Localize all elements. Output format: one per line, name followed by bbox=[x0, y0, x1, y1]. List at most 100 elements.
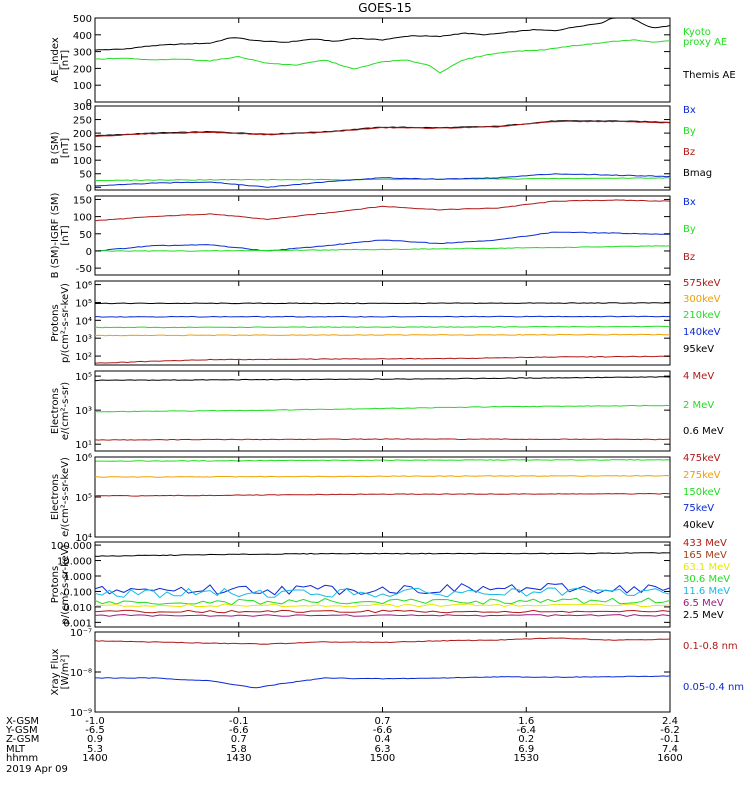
legend-entry: 0.1-0.8 nm bbox=[683, 641, 738, 652]
legend-entry: 475keV bbox=[683, 453, 721, 464]
y-tick-label: 10⁻⁸ bbox=[70, 668, 92, 679]
series-line-red bbox=[95, 355, 670, 364]
panel-frame bbox=[94, 280, 671, 366]
y-axis-label: p/(cm²-s-sr-keV) bbox=[60, 283, 71, 363]
y-tick-label: 10³ bbox=[75, 406, 92, 417]
x-axis-value: -6.6 bbox=[229, 725, 249, 736]
y-tick-label: 10² bbox=[75, 352, 92, 363]
y-axis-label: [nT] bbox=[60, 138, 71, 158]
panel-series bbox=[95, 199, 670, 252]
panel-series bbox=[95, 120, 670, 188]
series-line-black bbox=[95, 552, 670, 557]
legend-entry: 275keV bbox=[683, 470, 721, 481]
x-axis-value: 1400 bbox=[82, 753, 107, 764]
y-tick-label: 100 bbox=[73, 81, 92, 92]
legend-entry: 2.5 MeV bbox=[683, 610, 724, 621]
y-axis-label: Protons bbox=[50, 566, 61, 603]
series-line-red bbox=[95, 199, 670, 222]
y-tick-label: 10⁵ bbox=[75, 493, 92, 504]
legend-entry: 6.5 MeV bbox=[683, 598, 724, 609]
series-line-purple bbox=[95, 614, 670, 617]
x-axis-value: -0.1 bbox=[660, 734, 680, 745]
y-tick-label: 500 bbox=[73, 14, 92, 25]
y-axis-label: Electrons bbox=[50, 474, 61, 520]
y-axis-label: [nT] bbox=[60, 225, 71, 245]
x-axis-row-label: MLT bbox=[6, 744, 26, 755]
series-line-blue bbox=[95, 173, 670, 188]
series-line-black bbox=[95, 18, 670, 51]
y-axis-label: e/(cm²-s-sr) bbox=[60, 382, 71, 440]
y-tick-label: 50 bbox=[79, 230, 92, 241]
panel-electrons_mev: 10¹ 10³ 10⁵ Electrons e/(cm²-s-sr) 4 MeV 2 MeV… bbox=[50, 370, 724, 452]
y-tick-label: 10¹ bbox=[75, 440, 92, 451]
y-tick-label: 10⁵ bbox=[75, 372, 92, 383]
panel-protons_low: 10² 10³ 10⁴ 10⁵ 10⁶ Protons p/(cm²-s-sr-keV) 57… bbox=[50, 278, 721, 366]
legend-entry: 4 MeV bbox=[683, 371, 714, 382]
panel-frame bbox=[94, 456, 671, 538]
legend-entry: 63.1 MeV bbox=[683, 562, 730, 573]
panel-xray: 10⁻⁹ 10⁻⁸ 10⁻⁷ Xray Flux [W/m²] 0.1-0.8 nm 0.0… bbox=[50, 628, 744, 719]
legend-entry: Bz bbox=[683, 252, 695, 263]
y-tick-label: 0.010 bbox=[63, 603, 92, 614]
y-tick-label: 0.100 bbox=[63, 587, 92, 598]
legend-entry: 0.6 MeV bbox=[683, 426, 724, 437]
y-tick-label: 100 bbox=[73, 156, 92, 167]
panel-series bbox=[95, 18, 670, 74]
panel-frame bbox=[94, 631, 671, 713]
x-axis-row-label: hhmm bbox=[6, 753, 38, 764]
legend-entry: By bbox=[683, 126, 696, 137]
series-line-blue bbox=[95, 231, 670, 252]
series-line-blue bbox=[95, 675, 670, 689]
panel-series bbox=[95, 637, 670, 689]
x-axis-value: 5.8 bbox=[231, 744, 247, 755]
y-axis-label: e/(cm²-s-sr-keV) bbox=[60, 457, 71, 537]
legend-entry: 300keV bbox=[683, 294, 721, 305]
x-axis-value: -6.4 bbox=[516, 725, 536, 736]
y-tick-label: 10⁶ bbox=[75, 453, 92, 464]
x-axis-value: 0.7 bbox=[231, 734, 247, 745]
y-tick-label: 200 bbox=[73, 64, 92, 75]
legend-entry: 0.05-0.4 nm bbox=[683, 682, 744, 693]
x-axis-value: 1530 bbox=[514, 753, 539, 764]
x-axis-value: 1.6 bbox=[518, 716, 534, 727]
series-line-black bbox=[95, 376, 670, 382]
x-axis-value: 0.7 bbox=[375, 716, 391, 727]
x-axis-value: 5.3 bbox=[87, 744, 103, 755]
x-axis-value: 1600 bbox=[657, 753, 682, 764]
x-axis-value: 6.9 bbox=[518, 744, 534, 755]
legend-entry: Kyoto bbox=[683, 27, 711, 38]
y-tick-label: 300 bbox=[73, 102, 92, 113]
legend-entry: 150keV bbox=[683, 487, 721, 498]
y-axis-label: AE_index bbox=[50, 37, 61, 83]
x-axis-value: 0.2 bbox=[518, 734, 534, 745]
y-tick-label: 10⁻⁷ bbox=[70, 628, 92, 639]
legend-entry: 575keV bbox=[683, 278, 721, 289]
y-tick-label: 10⁴ bbox=[75, 316, 92, 327]
y-tick-label: 400 bbox=[73, 31, 92, 42]
x-axis-value: 2.4 bbox=[662, 716, 678, 727]
y-tick-label: 10⁵ bbox=[75, 298, 92, 309]
series-line-green bbox=[95, 245, 670, 252]
y-axis-label: p/(cm²-s-sr-keV) bbox=[60, 544, 71, 624]
x-axis-row-label: X-GSM bbox=[6, 716, 39, 727]
legend-entry: 2 MeV bbox=[683, 400, 714, 411]
legend-entry: Bx bbox=[683, 105, 696, 116]
y-tick-label: 0.001 bbox=[63, 618, 92, 629]
panel-series bbox=[95, 376, 670, 441]
legend-entry: 30.6 MeV bbox=[683, 574, 730, 585]
panel-frame bbox=[94, 17, 671, 103]
legend-entry: Bz bbox=[683, 147, 695, 158]
x-axis-value: 1430 bbox=[226, 753, 251, 764]
y-tick-label: 0 bbox=[86, 183, 92, 194]
legend-entry: Bx bbox=[683, 197, 696, 208]
x-axis-value: -6.6 bbox=[373, 725, 393, 736]
y-tick-label: 10⁶ bbox=[75, 281, 92, 292]
series-line-red bbox=[95, 492, 670, 497]
y-axis-label: Xray Flux bbox=[50, 648, 61, 695]
panel-bsm_igrf: -50 0 50 100 150 B (SM)-IGRF (SM) [nT] Bx By Bz bbox=[50, 193, 696, 279]
x-axis-row-label: Z-GSM bbox=[6, 734, 39, 745]
y-tick-label: 50 bbox=[79, 170, 92, 181]
legend-entry: 433 MeV bbox=[683, 538, 727, 549]
x-axis-value: -1.0 bbox=[85, 716, 105, 727]
